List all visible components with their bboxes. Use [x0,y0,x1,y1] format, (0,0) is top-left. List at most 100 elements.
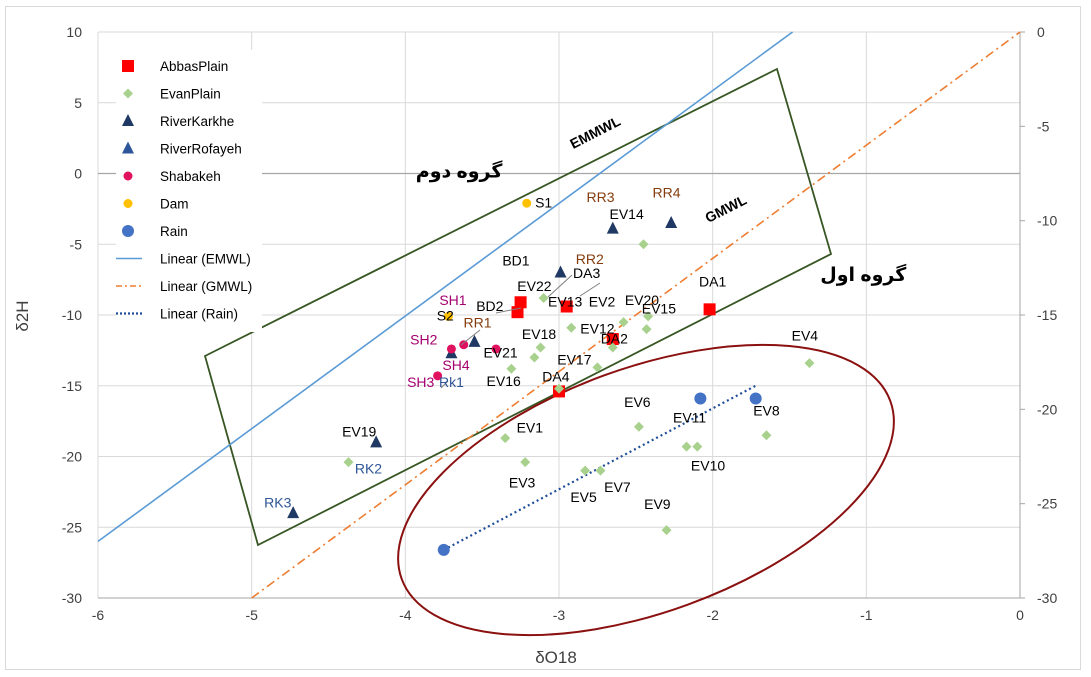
data-point-abbasplain [560,300,573,313]
data-point-evanplain [592,362,603,373]
point-label: EV18 [522,326,556,342]
label-leader-line [440,380,449,389]
point-label: EV2 [589,294,616,310]
data-point-evanplain [529,352,540,363]
y2-tick-label: -10 [1037,213,1057,229]
data-point-riverkarkhe [554,265,567,278]
point-label: DA2 [601,330,628,346]
data-point-evanplain [535,342,546,353]
label-leader-line [579,282,601,297]
label-leader-line [547,274,573,298]
data-point-abbasplain [511,306,524,319]
data-point-evanplain [520,457,531,468]
data-point-evanplain [643,311,654,322]
data-point-shabakeh [446,344,456,354]
data-point-riverkarkhe [370,435,383,448]
x-tick-label: -6 [92,607,105,623]
data-point-evanplain [506,363,517,374]
point-label: SH2 [410,332,437,348]
data-point-evanplain [681,441,692,452]
annotation-label: EMMWL [567,113,623,152]
rain-group-ellipse [397,343,895,637]
point-label: EV16 [487,373,521,389]
data-points [287,198,815,556]
y-tick-label: 5 [74,95,82,111]
legend-label: Dam [160,197,189,212]
legend-label: Linear (EMWL) [160,252,251,267]
data-point-evanplain [343,457,354,468]
point-label: DA3 [573,265,600,281]
point-label: EV3 [509,475,536,491]
x-tick-label: -2 [706,607,719,623]
data-point-evanplain [580,465,591,476]
point-labels: S1 RR3 RR4 EV14 BD1 RR2 EV22 DA3 DA1 SH1 BD2 EV13 EV… [264,185,818,512]
y-tick-label: -10 [62,307,82,323]
x-tick-label: 0 [1016,607,1024,623]
y2-tick-label: -25 [1037,496,1057,512]
point-label: DA1 [699,274,726,290]
data-point-evanplain [641,324,652,335]
point-label: EV7 [604,479,631,495]
point-label: RR4 [653,185,681,201]
y2-tick-label: -30 [1037,590,1057,606]
point-label: Rk1 [439,374,464,390]
point-label: RR2 [576,251,604,267]
point-label: EV22 [517,278,551,294]
point-label: EV10 [691,458,725,474]
point-label: EV17 [557,352,591,368]
point-label: EV8 [753,402,780,418]
chart-frame [5,6,1081,670]
data-point-shabakeh [491,344,501,354]
point-label: RK2 [355,460,382,476]
annotation-label: GMWL [702,191,749,226]
data-point-riverkarkhe [606,221,619,234]
point-label: SH4 [442,357,469,373]
y-tick-label: -15 [62,378,82,394]
legend-label: RiverKarkhe [160,114,234,129]
data-point-rain [749,392,762,405]
group-outlines [203,67,895,637]
point-label: EV12 [580,320,614,336]
data-point-abbasplain [606,333,619,346]
point-label: S1 [535,194,552,210]
legend-background [116,50,262,332]
point-label: SH3 [407,374,434,390]
legend-label: Linear (GMWL) [160,279,252,294]
point-label: BD2 [476,298,503,314]
trend-line-linear-gmwl- [251,31,1021,599]
data-point-shabakeh [459,340,469,350]
legend-swatch [122,114,134,126]
data-point-evanplain [804,358,815,369]
data-point-evanplain [761,430,772,441]
group-outline-polygon [203,67,833,547]
point-label: BD1 [502,252,529,268]
data-point-abbasplain [514,296,527,309]
y2-tick-label: -15 [1037,307,1057,323]
data-point-riverkarkhe [287,506,300,519]
data-point-evanplain [538,293,549,304]
y2-tick-label: -5 [1037,118,1050,134]
legend-label: Linear (Rain) [160,307,238,322]
y-tick-label: -30 [62,590,82,606]
annotation-label: گروه اول [820,263,907,286]
point-label: S2 [437,308,454,324]
legend-label: AbbasPlain [160,59,228,74]
point-label: EV20 [625,292,659,308]
legend-swatch [123,88,133,99]
data-point-rain [437,543,450,556]
legend: AbbasPlain EvanPlain RiverKarkhe RiverRofay… [116,50,262,332]
data-point-shabakeh [433,371,443,381]
data-point-riverkarkhe [468,334,481,347]
point-label: EV1 [517,419,544,435]
point-label: EV19 [342,424,376,440]
point-label: RK3 [264,494,291,510]
point-label: EV9 [644,496,671,512]
point-label: EV5 [570,489,597,505]
legend-label: Rain [160,224,188,239]
x-tick-label: -1 [860,607,873,623]
data-point-evanplain [566,322,577,333]
y-tick-label: 0 [74,166,82,182]
point-label: EV14 [609,206,643,222]
legend-swatch [123,199,133,208]
data-point-evanplain [661,525,672,536]
